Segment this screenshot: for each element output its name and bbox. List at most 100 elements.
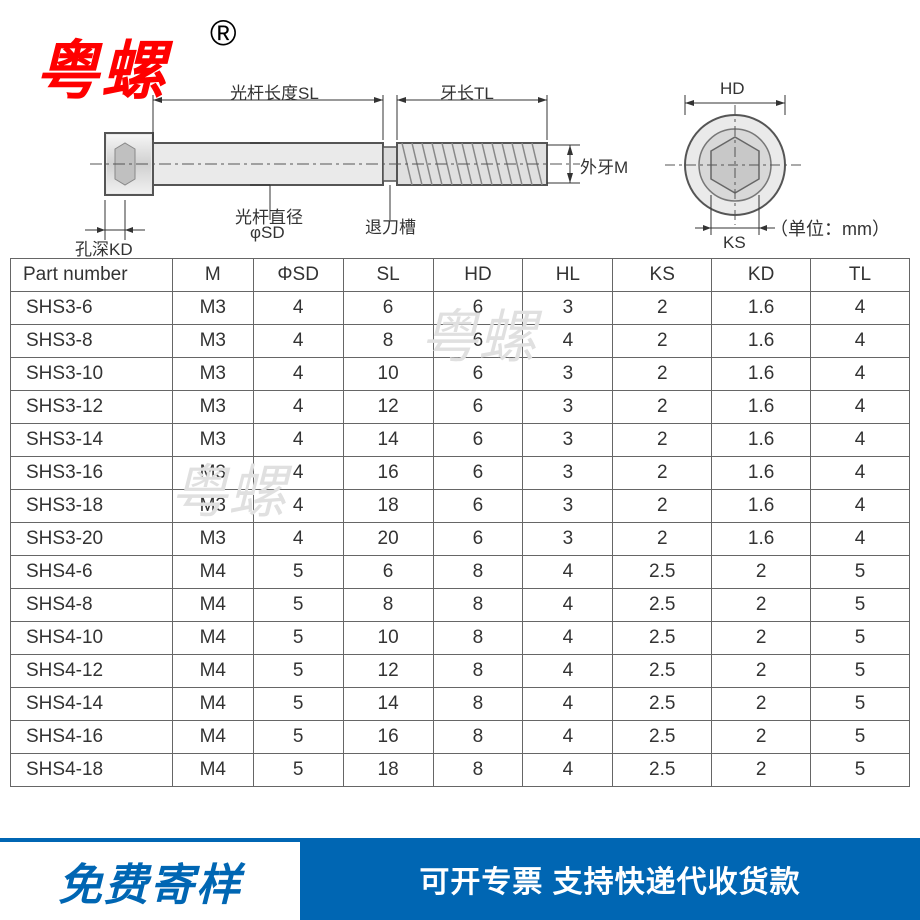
table-cell: 2 — [712, 655, 811, 688]
table-cell: 1.6 — [712, 358, 811, 391]
table-cell: SHS4-16 — [11, 721, 173, 754]
table-cell: 5 — [253, 556, 343, 589]
table-cell: 4 — [811, 424, 910, 457]
table-cell: 12 — [343, 655, 433, 688]
table-cell: 2 — [712, 622, 811, 655]
table-cell: SHS3-8 — [11, 325, 173, 358]
table-cell: SHS3-16 — [11, 457, 173, 490]
table-cell: M3 — [172, 358, 253, 391]
table-cell: SHS4-14 — [11, 688, 173, 721]
table-cell: 4 — [811, 457, 910, 490]
table-cell: SHS3-20 — [11, 523, 173, 556]
table-cell: 5 — [811, 622, 910, 655]
table-cell: 1.6 — [712, 325, 811, 358]
table-cell: M3 — [172, 325, 253, 358]
table-cell: 2.5 — [613, 721, 712, 754]
table-cell: 4 — [523, 589, 613, 622]
table-cell: 10 — [343, 622, 433, 655]
table-cell: 1.6 — [712, 424, 811, 457]
table-cell: 4 — [523, 325, 613, 358]
table-cell: 4 — [523, 556, 613, 589]
table-cell: 5 — [811, 754, 910, 787]
table-row: SHS3-6M3466321.64 — [11, 292, 910, 325]
table-cell: 4 — [523, 622, 613, 655]
table-cell: M4 — [172, 589, 253, 622]
table-cell: 4 — [811, 325, 910, 358]
table-cell: SHS3-12 — [11, 391, 173, 424]
table-cell: 5 — [253, 754, 343, 787]
spec-table: Part numberMΦSDSLHDHLKSKDTL SHS3-6M34663… — [10, 258, 910, 787]
table-row: SHS4-8M458842.525 — [11, 589, 910, 622]
table-cell: 6 — [343, 292, 433, 325]
table-cell: 2 — [613, 358, 712, 391]
table-cell: 2 — [712, 754, 811, 787]
table-cell: 6 — [433, 292, 523, 325]
table-cell: 8 — [433, 556, 523, 589]
table-cell: 2.5 — [613, 589, 712, 622]
table-cell: 1.6 — [712, 523, 811, 556]
table-cell: 4 — [253, 424, 343, 457]
col-header: M — [172, 259, 253, 292]
table-cell: 5 — [253, 721, 343, 754]
table-cell: 4 — [811, 523, 910, 556]
table-cell: 5 — [811, 589, 910, 622]
table-row: SHS4-10M4510842.525 — [11, 622, 910, 655]
table-cell: SHS4-6 — [11, 556, 173, 589]
table-cell: M4 — [172, 556, 253, 589]
table-cell: M4 — [172, 721, 253, 754]
table-cell: 2 — [613, 292, 712, 325]
table-cell: SHS3-18 — [11, 490, 173, 523]
table-row: SHS3-10M34106321.64 — [11, 358, 910, 391]
table-cell: 4 — [523, 655, 613, 688]
table-cell: 6 — [433, 424, 523, 457]
table-cell: 5 — [811, 655, 910, 688]
table-row: SHS3-14M34146321.64 — [11, 424, 910, 457]
table-cell: 2.5 — [613, 655, 712, 688]
table-cell: 5 — [811, 688, 910, 721]
label-sl: 光杆长度SL — [230, 79, 319, 104]
table-cell: 2 — [712, 556, 811, 589]
col-header: KS — [613, 259, 712, 292]
table-cell: 16 — [343, 457, 433, 490]
table-cell: 8 — [433, 721, 523, 754]
label-tl: 牙长TL — [440, 79, 494, 104]
label-sd2: φSD — [250, 223, 285, 243]
table-cell: 16 — [343, 721, 433, 754]
table-cell: 6 — [433, 325, 523, 358]
unit-label: （单位：mm） — [770, 215, 890, 241]
label-kd: 孔深KD — [75, 235, 133, 260]
col-header: ΦSD — [253, 259, 343, 292]
table-row: SHS4-18M4518842.525 — [11, 754, 910, 787]
table-cell: 2.5 — [613, 754, 712, 787]
table-cell: 1.6 — [712, 292, 811, 325]
table-cell: 2 — [613, 325, 712, 358]
table-cell: 4 — [253, 457, 343, 490]
table-cell: 5 — [811, 556, 910, 589]
table-cell: 4 — [253, 325, 343, 358]
table-cell: SHS4-8 — [11, 589, 173, 622]
table-cell: 1.6 — [712, 457, 811, 490]
table-cell: 4 — [253, 523, 343, 556]
table-cell: 3 — [523, 391, 613, 424]
table-row: SHS4-6M456842.525 — [11, 556, 910, 589]
table-cell: 8 — [433, 622, 523, 655]
table-cell: 1.6 — [712, 391, 811, 424]
table-cell: 4 — [811, 292, 910, 325]
table-cell: 3 — [523, 292, 613, 325]
table-cell: M4 — [172, 622, 253, 655]
table-cell: 18 — [343, 754, 433, 787]
table-row: SHS3-8M3486421.64 — [11, 325, 910, 358]
footer-left: 免费寄样 — [0, 838, 300, 920]
label-hd: HD — [720, 79, 745, 99]
table-cell: 4 — [811, 391, 910, 424]
col-header: HD — [433, 259, 523, 292]
table-cell: 3 — [523, 490, 613, 523]
footer-banner: 免费寄样 可开专票 支持快递代收货款 — [0, 838, 920, 920]
table-row: SHS4-14M4514842.525 — [11, 688, 910, 721]
table-cell: 1.6 — [712, 490, 811, 523]
table-cell: 2.5 — [613, 556, 712, 589]
col-header: SL — [343, 259, 433, 292]
table-cell: 12 — [343, 391, 433, 424]
label-m: 外牙M — [580, 153, 628, 178]
table-cell: 6 — [343, 556, 433, 589]
